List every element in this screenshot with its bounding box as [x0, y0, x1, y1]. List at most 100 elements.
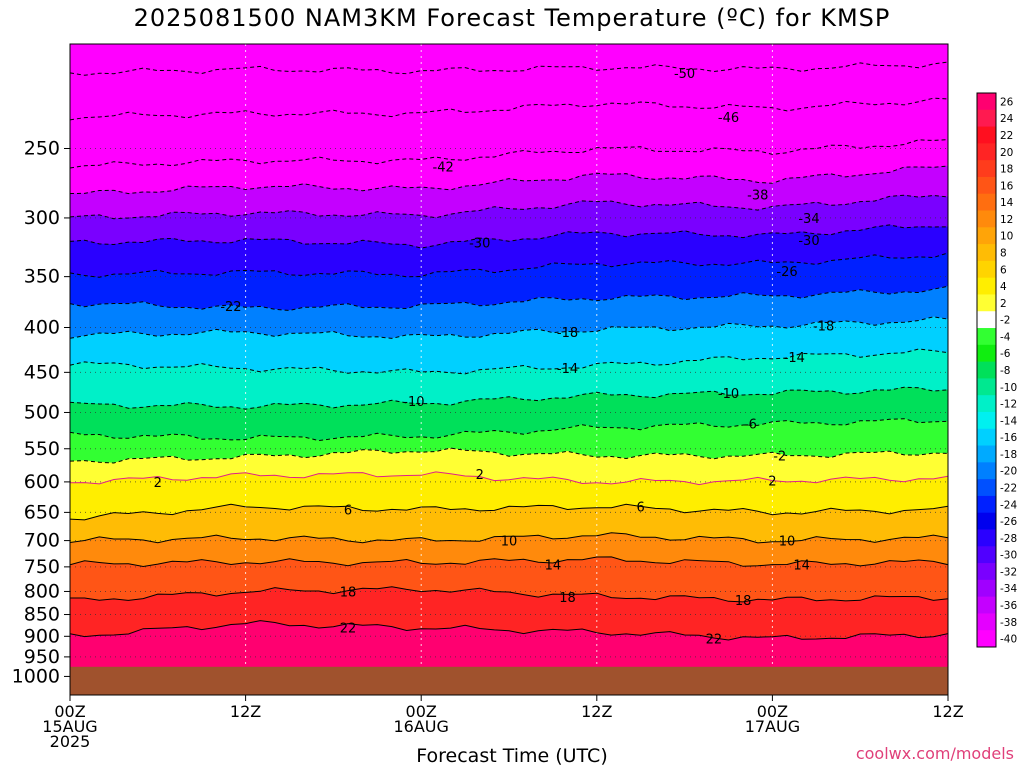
x-tick-label: 2025	[50, 732, 91, 751]
contour-label: -6	[744, 418, 757, 433]
colorbar-swatch	[977, 411, 996, 430]
chart-title: 2025081500 NAM3KM Forecast Temperature (…	[133, 4, 891, 32]
y-tick-label: 500	[24, 401, 60, 423]
contour-label: 14	[793, 558, 810, 573]
isotherm-line	[70, 348, 948, 375]
contour-label: -22	[220, 300, 241, 315]
colorbar-label: 12	[1000, 214, 1013, 226]
colorbar-swatch	[977, 428, 996, 447]
contour-label: -14	[557, 362, 578, 377]
colorbar-label: 6	[1000, 264, 1007, 276]
x-tick-label: 00Z	[406, 702, 437, 721]
colorbar-label: -18	[1000, 449, 1017, 461]
colorbar-swatch	[977, 328, 996, 346]
contour-label: 22	[340, 622, 357, 637]
colorbar-swatch	[977, 344, 996, 363]
isotherm-line	[70, 471, 948, 486]
colorbar-swatch	[977, 311, 996, 329]
colorbar-label: -24	[1000, 499, 1017, 511]
isotherm-line	[70, 139, 948, 169]
colorbar-swatch	[977, 176, 996, 195]
x-tick-label: 00Z	[54, 702, 85, 721]
contour-label: 18	[559, 591, 576, 606]
contour-label: -30	[798, 234, 819, 249]
contour-label: 2	[768, 475, 776, 490]
colorbar-swatch	[977, 395, 996, 413]
y-tick-label: 300	[24, 207, 60, 229]
contour-label: -18	[813, 320, 834, 335]
contour-label: 14	[545, 558, 562, 573]
colorbar-label: 22	[1000, 130, 1013, 142]
colorbar-label: -36	[1000, 600, 1017, 612]
colorbar-swatch	[977, 445, 996, 463]
y-tick-label: 800	[24, 580, 60, 602]
x-tick-label: 12Z	[230, 702, 261, 721]
contour-label: 2	[154, 476, 162, 491]
isotherm-contours	[70, 61, 948, 641]
colorbar-label: -12	[1000, 399, 1017, 411]
colorbar-swatch	[977, 613, 996, 631]
contour-label: -14	[784, 351, 805, 366]
x-tick-label: 15AUG	[42, 717, 97, 736]
isotherm-line	[70, 503, 948, 521]
colorbar-label: 20	[1000, 147, 1013, 159]
colorbar-label: -38	[1000, 617, 1017, 629]
plot-frame	[69, 43, 949, 696]
colorbar-swatch	[977, 160, 996, 178]
isotherm-line	[70, 620, 948, 641]
contour-label: 22	[706, 632, 723, 647]
colorbar-swatch	[977, 361, 996, 379]
isotherm-line	[70, 61, 948, 76]
contour-label: 10	[779, 535, 796, 550]
colorbar-label: -22	[1000, 483, 1017, 495]
colorbar-label: 26	[1000, 96, 1014, 108]
y-tick-label: 750	[24, 556, 60, 578]
colorbar-swatch	[977, 210, 996, 228]
contour-label: -10	[718, 387, 739, 402]
colorbar-swatch	[977, 143, 996, 161]
contour-label: -2	[773, 450, 786, 465]
y-tick-label: 900	[24, 625, 60, 647]
colorbar-swatch	[977, 546, 996, 564]
colorbar-swatch	[977, 462, 996, 480]
colorbar-swatch	[977, 495, 996, 514]
contour-labels: -50-46-42-38-34-30 -30-26-22-18 -18-14-14-…	[154, 67, 835, 647]
x-tick-label: 17AUG	[745, 717, 800, 736]
contour-label: -42	[433, 160, 454, 175]
isotherm-line	[70, 97, 948, 121]
contour-label: -18	[557, 326, 578, 341]
ground-fill	[70, 666, 948, 695]
colorbar-label: -32	[1000, 566, 1017, 578]
colorbar-swatch	[977, 563, 996, 581]
colorbar-label: -16	[1000, 432, 1017, 444]
colorbar-swatch	[977, 529, 996, 547]
contour-label: -38	[747, 188, 768, 203]
colorbar-label: -4	[1000, 331, 1011, 343]
colorbar: 26 24 22 20 18 16 14 12 10 8 6 4 2 -2 -4 -6 -8 -10 -12 -14 -…	[976, 92, 1017, 648]
x-tick-label: 12Z	[581, 702, 612, 721]
colorbar-swatch	[977, 93, 996, 111]
contour-label: -26	[776, 265, 797, 280]
y-tick-label: 450	[24, 361, 60, 383]
y-tick-label: 1000	[12, 665, 60, 687]
contour-label: 2	[476, 468, 484, 483]
colorbar-label: -6	[1000, 348, 1011, 360]
x-tick-label: 00Z	[757, 702, 788, 721]
colorbar-label: -30	[1000, 550, 1017, 562]
colorbar-label: 10	[1000, 231, 1013, 243]
y-tick-label: 600	[24, 471, 60, 493]
colorbar-label: -20	[1000, 466, 1017, 478]
colorbar-swatch	[977, 479, 996, 497]
credit-link[interactable]: coolwx.com/models	[855, 744, 1014, 763]
y-tick-label: 850	[24, 604, 60, 626]
colorbar-label: -26	[1000, 516, 1017, 528]
isotherm-line	[70, 224, 948, 249]
y-tick-label: 250	[24, 138, 60, 160]
contour-label: -34	[798, 212, 819, 227]
colorbar-label: -14	[1000, 415, 1017, 427]
isotherm-line	[70, 447, 948, 464]
colorbar-label: -8	[1000, 365, 1010, 377]
colorbar-swatch	[977, 630, 996, 648]
isotherm-line	[70, 165, 948, 195]
colorbar-frame	[976, 92, 997, 648]
